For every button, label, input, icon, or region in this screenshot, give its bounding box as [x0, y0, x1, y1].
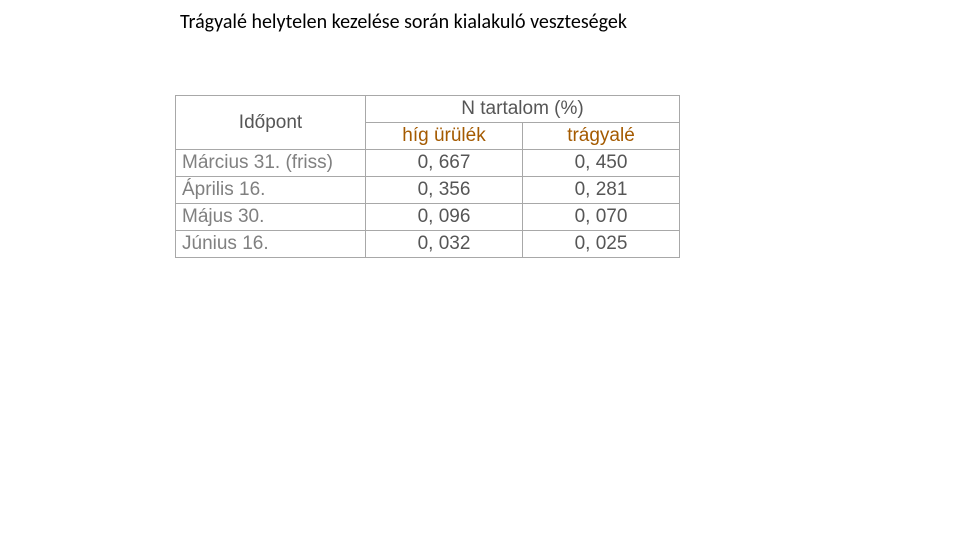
cell-value: 0, 096	[366, 204, 523, 231]
cell-value: 0, 356	[366, 177, 523, 204]
table-row: Május 30. 0, 096 0, 070	[176, 204, 680, 231]
row-label: Május 30.	[176, 204, 366, 231]
cell-value: 0, 070	[523, 204, 680, 231]
row-label: Április 16.	[176, 177, 366, 204]
table-row: Június 16. 0, 032 0, 025	[176, 231, 680, 258]
table-row: Április 16. 0, 356 0, 281	[176, 177, 680, 204]
sub-header-1: híg ürülék	[366, 123, 523, 150]
table-container: Időpont N tartalom (%) híg ürülék trágya…	[175, 95, 680, 258]
cell-value: 0, 025	[523, 231, 680, 258]
table-row: Március 31. (friss) 0, 667 0, 450	[176, 150, 680, 177]
header-row-1: Időpont N tartalom (%)	[176, 96, 680, 123]
row-label: Március 31. (friss)	[176, 150, 366, 177]
data-table: Időpont N tartalom (%) híg ürülék trágya…	[175, 95, 680, 258]
cell-value: 0, 281	[523, 177, 680, 204]
cell-value: 0, 450	[523, 150, 680, 177]
sub-header-2: trágyalé	[523, 123, 680, 150]
page-title: Trágyalé helytelen kezelése során kialak…	[180, 10, 627, 34]
cell-value: 0, 032	[366, 231, 523, 258]
cell-value: 0, 667	[366, 150, 523, 177]
header-cell-left: Időpont	[176, 96, 366, 150]
row-label: Június 16.	[176, 231, 366, 258]
header-cell-main: N tartalom (%)	[366, 96, 680, 123]
